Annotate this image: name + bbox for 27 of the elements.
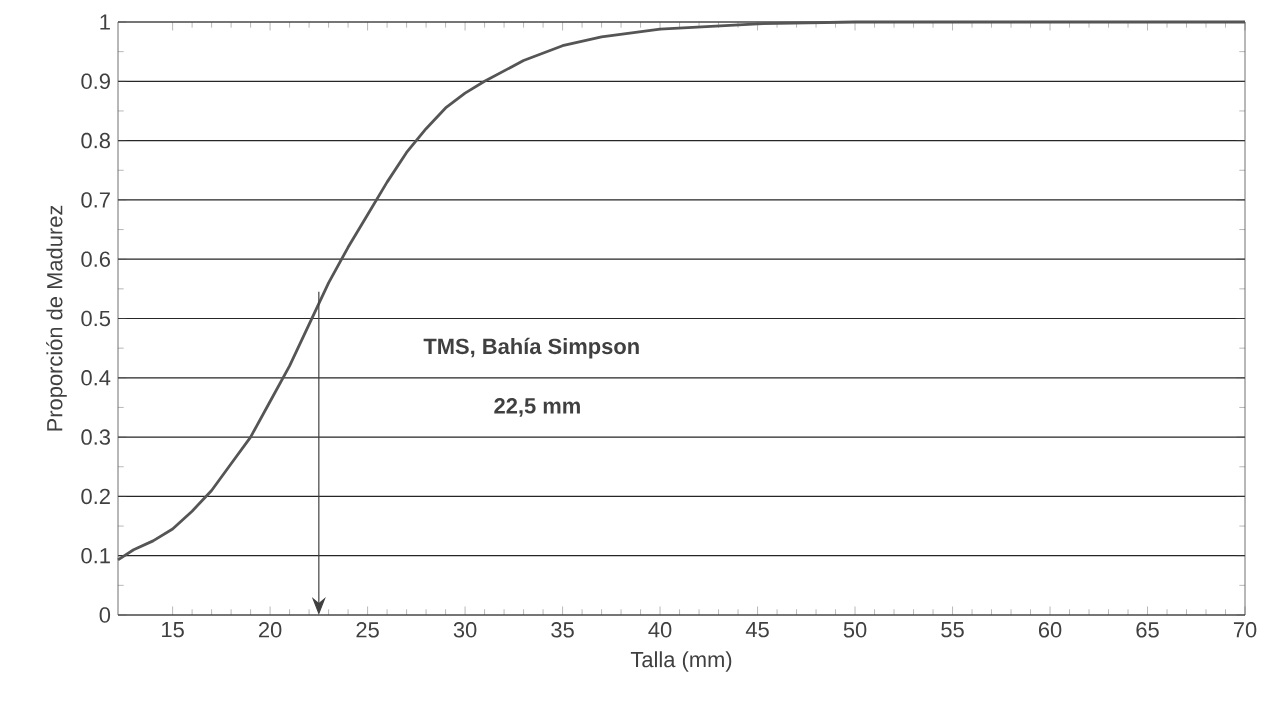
x-tick-label: 45 — [745, 622, 769, 638]
y-tick-label: 0.6 — [81, 251, 110, 267]
y-tick-label: 0.3 — [81, 429, 110, 445]
x-tick-label: 65 — [1136, 622, 1159, 638]
y-tick-label: 0.2 — [81, 488, 110, 505]
x-axis-title: Talla (mm) — [630, 651, 732, 672]
y-tick-label: 0.4 — [81, 370, 111, 386]
x-tick-label: 25 — [356, 622, 379, 638]
x-tick-label: 30 — [453, 622, 477, 638]
x-tick-label: 20 — [258, 622, 282, 638]
x-tick-label: 50 — [843, 622, 867, 638]
annotation: TMS, Bahía Simpson — [423, 337, 639, 359]
y-tick-label: 0 — [99, 607, 111, 623]
x-tick-label: 35 — [551, 622, 574, 638]
y-tick-label: 0.5 — [81, 310, 111, 327]
x-tick-label: 15 — [162, 622, 184, 638]
x-tick-label: 40 — [648, 622, 672, 638]
y-axis-title: Proporción de Madurez — [46, 205, 67, 431]
annotation: 22,5 mm — [494, 398, 580, 417]
y-tick-label: 1 — [100, 14, 110, 30]
x-tick-label: 60 — [1038, 622, 1062, 638]
y-tick-label: 0.7 — [81, 192, 110, 208]
x-tick-label: 55 — [941, 622, 964, 638]
y-tick-label: 0.1 — [81, 547, 110, 564]
y-tick-label: 0.9 — [81, 73, 110, 90]
y-tick-label: 0.8 — [81, 132, 110, 149]
x-tick-label: 70 — [1233, 622, 1257, 638]
